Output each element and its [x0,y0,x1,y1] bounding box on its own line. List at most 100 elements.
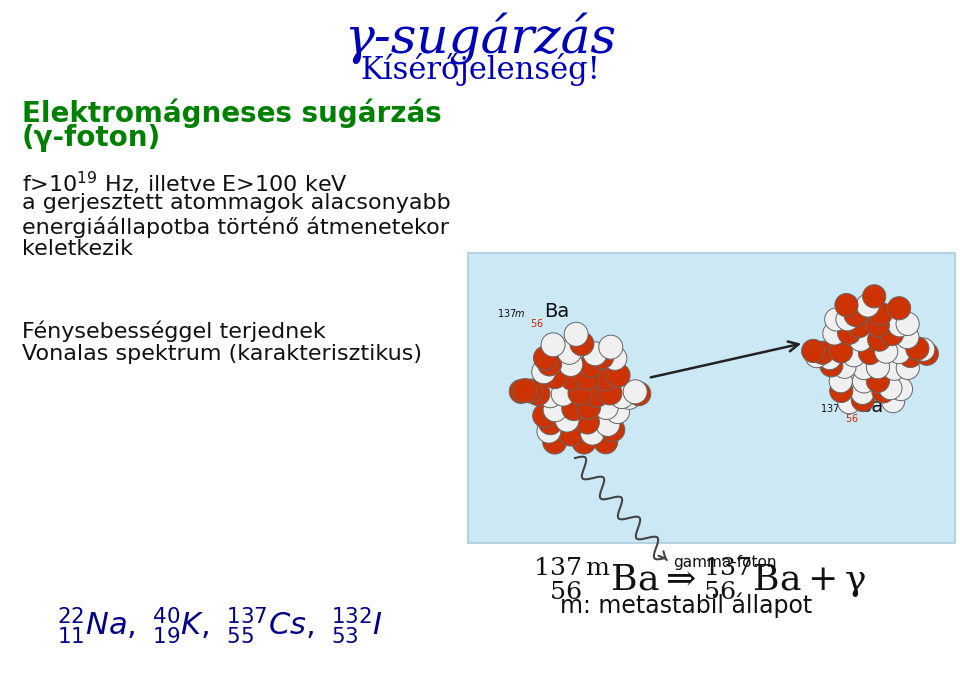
Circle shape [915,342,939,365]
Circle shape [833,355,856,378]
Circle shape [617,386,641,409]
Circle shape [823,322,846,345]
Circle shape [513,379,537,402]
Text: a gerjesztett atommagok alacsonyabb: a gerjesztett atommagok alacsonyabb [22,193,451,213]
Circle shape [856,294,879,317]
Circle shape [802,339,825,363]
Circle shape [572,430,596,454]
Circle shape [593,430,617,454]
Text: $^{137m}$: $^{137m}$ [497,309,526,323]
Circle shape [509,380,533,404]
Circle shape [570,332,594,356]
Circle shape [829,369,852,393]
Circle shape [811,341,834,364]
Text: Ba: Ba [858,397,883,416]
Circle shape [905,337,929,360]
Circle shape [851,382,875,404]
Circle shape [579,353,603,377]
Circle shape [820,354,843,377]
Circle shape [849,328,872,351]
Circle shape [829,340,852,363]
Circle shape [866,314,889,336]
Circle shape [887,297,911,320]
Text: $^{137}$: $^{137}$ [820,404,840,418]
Circle shape [881,390,904,413]
Circle shape [541,333,565,357]
Circle shape [866,355,890,379]
Circle shape [598,381,622,405]
Circle shape [560,366,584,390]
Circle shape [842,344,866,367]
Circle shape [518,379,542,403]
Circle shape [539,411,563,435]
Circle shape [852,388,875,412]
Circle shape [878,376,902,400]
Text: γ-sugárzás: γ-sugárzás [344,13,616,65]
Circle shape [880,322,903,346]
Circle shape [805,345,828,367]
Circle shape [888,314,911,337]
Circle shape [555,408,579,432]
Circle shape [872,380,895,403]
Circle shape [601,418,625,441]
Text: gamma-foton: gamma-foton [673,555,777,571]
Circle shape [866,369,890,392]
Circle shape [542,430,566,454]
Text: Fénysebességgel terjednek: Fénysebességgel terjednek [22,321,325,343]
Circle shape [606,363,630,388]
Circle shape [562,396,586,421]
Circle shape [868,328,891,351]
Text: energiáállapotba történő átmenetekor: energiáállapotba történő átmenetekor [22,216,449,238]
Circle shape [852,369,876,393]
Circle shape [838,390,861,414]
Circle shape [829,380,852,402]
Circle shape [539,384,563,408]
Circle shape [589,345,613,369]
Text: $^{22}_{11}Na,\ ^{40}_{19}K,\ ^{137}_{55}Cs,\ ^{132}_{53}I$: $^{22}_{11}Na,\ ^{40}_{19}K,\ ^{137}_{55… [57,605,383,646]
Circle shape [575,410,599,434]
Circle shape [532,360,556,384]
Circle shape [594,367,618,390]
Circle shape [575,366,599,390]
Circle shape [606,400,630,423]
Circle shape [585,383,609,407]
Text: $_{56}$: $_{56}$ [530,316,543,330]
Circle shape [896,326,919,349]
Circle shape [559,422,583,446]
Circle shape [623,380,647,404]
Circle shape [610,384,634,409]
Circle shape [599,335,623,359]
Circle shape [825,308,848,331]
Circle shape [568,381,592,405]
Circle shape [583,342,607,366]
Circle shape [542,365,566,389]
Circle shape [526,382,550,406]
Circle shape [818,347,841,369]
Circle shape [869,302,892,326]
Text: Kísérőjelenség!: Kísérőjelenség! [360,53,600,86]
Circle shape [852,357,876,380]
Circle shape [538,352,562,376]
Text: Elektromágneses sugárzás: Elektromágneses sugárzás [22,98,442,127]
Circle shape [896,312,920,336]
Circle shape [537,419,561,443]
Circle shape [558,341,582,364]
Circle shape [844,304,867,326]
Circle shape [581,421,605,445]
Circle shape [534,346,558,370]
FancyBboxPatch shape [468,253,955,543]
Text: $\mathregular{^{137\,m}_{\ \ 56}Ba \Rightarrow ^{137}_{56}Ba + \gamma}$: $\mathregular{^{137\,m}_{\ \ 56}Ba \Righ… [533,555,867,600]
Circle shape [897,356,920,380]
Circle shape [883,357,906,380]
Text: $_{56}$: $_{56}$ [845,411,859,425]
Circle shape [887,341,911,363]
Circle shape [863,285,886,308]
Circle shape [899,345,923,367]
Circle shape [912,338,935,361]
Circle shape [603,347,627,370]
Text: (γ-foton): (γ-foton) [22,124,161,152]
Text: keletkezik: keletkezik [22,239,133,259]
Text: Vonalas spektrum (karakterisztikus): Vonalas spektrum (karakterisztikus) [22,344,422,364]
Circle shape [577,396,601,419]
Circle shape [837,321,861,345]
